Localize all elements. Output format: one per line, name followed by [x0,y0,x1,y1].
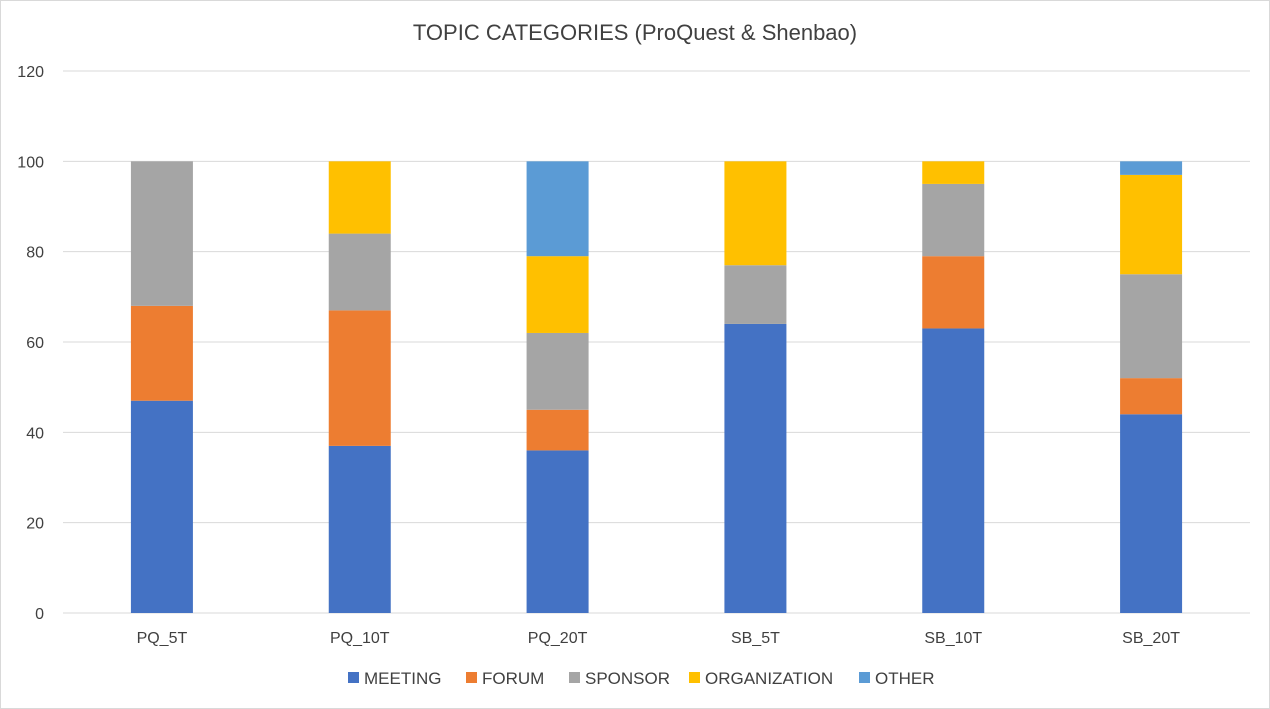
legend-swatch-forum [466,672,477,683]
bar-segment-sponsor [724,265,787,324]
y-tick-label: 40 [26,425,44,442]
y-tick-label: 100 [17,154,44,171]
bar-segment-organization [328,161,391,234]
legend-label-meeting: MEETING [364,669,441,688]
bar-segment-meeting [724,323,787,613]
legend-label-organization: ORGANIZATION [705,669,833,688]
bar-segment-sponsor [328,233,391,311]
bar-segment-organization [724,161,787,266]
x-tick-label: SB_5T [731,630,780,647]
bar-segment-sponsor [526,332,589,410]
bar-segment-forum [922,256,985,329]
y-tick-label: 20 [26,516,44,533]
bar-segment-meeting [328,445,391,613]
y-tick-label: 60 [26,335,44,352]
legend-swatch-organization [689,672,700,683]
bar-segment-sponsor [1120,274,1183,379]
y-axis-tick-labels: 0 20 40 60 80 100 120 [17,64,44,623]
bar-segment-forum [526,409,589,451]
bar-segment-other [526,161,589,257]
y-tick-label: 80 [26,245,44,262]
legend: MEETING FORUM SPONSOR ORGANIZATION OTHER [348,669,935,688]
y-tick-label: 0 [35,606,44,623]
x-tick-label: PQ_10T [330,630,390,647]
chart-title: TOPIC CATEGORIES (ProQuest & Shenbao) [413,20,857,45]
legend-swatch-other [859,672,870,683]
x-tick-label: PQ_20T [528,630,588,647]
y-tick-label: 120 [17,64,44,81]
bar-segment-organization [1120,174,1183,275]
bars [130,161,1183,613]
gridlines [63,70,1250,614]
bar-segment-forum [328,310,391,446]
x-tick-label: SB_20T [1122,630,1180,647]
bar-segment-sponsor [130,161,193,306]
legend-swatch-meeting [348,672,359,683]
bar-segment-meeting [130,400,193,613]
bar-segment-organization [526,256,589,333]
bar-segment-organization [922,161,985,184]
bar-segment-other [1120,161,1183,175]
x-tick-label: PQ_5T [137,630,188,647]
x-axis-tick-labels: PQ_5T PQ_10T PQ_20T SB_5T SB_10T SB_20T [137,630,1181,647]
legend-swatch-sponsor [569,672,580,683]
legend-label-other: OTHER [875,669,935,688]
bar-segment-meeting [526,450,589,613]
bar-segment-meeting [922,328,985,613]
bar-segment-forum [1120,378,1183,415]
bar-segment-forum [130,305,193,401]
legend-label-sponsor: SPONSOR [585,669,670,688]
legend-label-forum: FORUM [482,669,544,688]
bar-segment-sponsor [922,183,985,257]
bar-segment-meeting [1120,414,1183,613]
x-tick-label: SB_10T [924,630,982,647]
